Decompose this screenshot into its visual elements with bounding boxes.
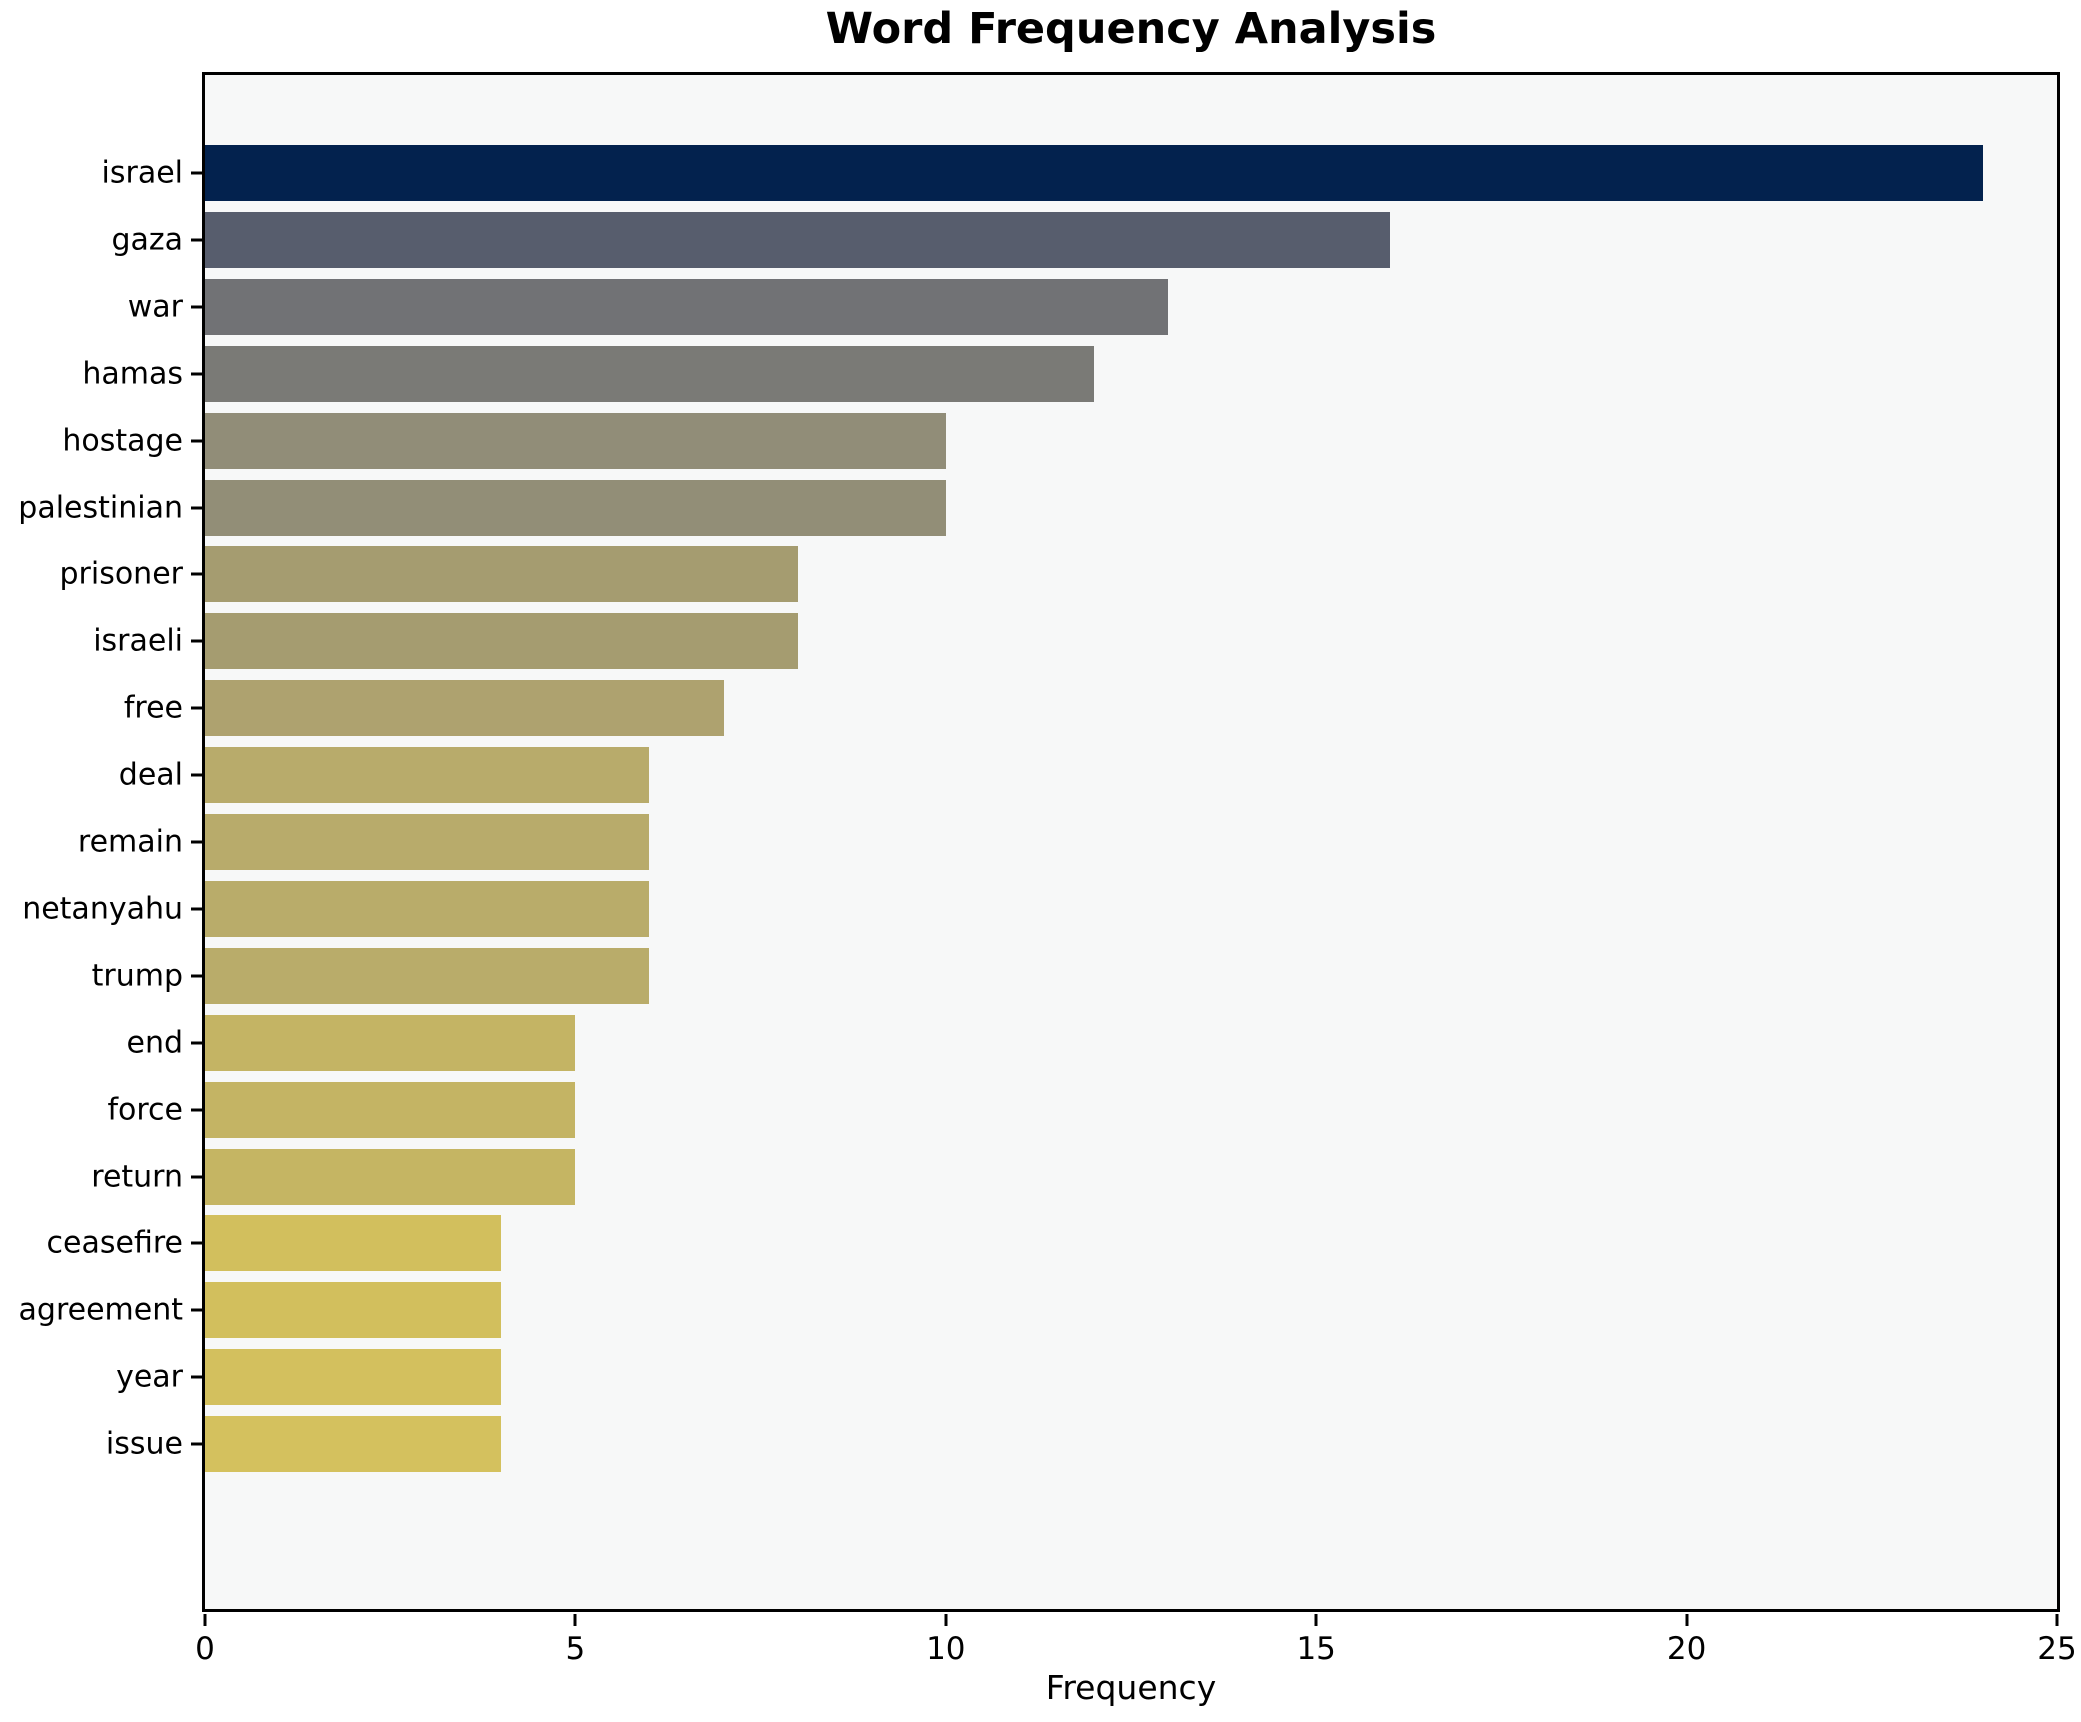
bar-row-end: end [126, 1014, 2057, 1071]
bar-trump [205, 947, 650, 1004]
bar-gaza [205, 211, 1391, 268]
bar-row-year: year [116, 1349, 2057, 1406]
x-tick-mark-0 [203, 1614, 207, 1626]
bar-deal [205, 747, 650, 804]
y-tick-mark-palestinian [191, 506, 202, 509]
bar-row-remain: remain [78, 814, 2057, 870]
y-tick-mark-force [191, 1108, 202, 1112]
y-tick-mark-ceasefire [191, 1241, 202, 1245]
chart-title: Word Frequency Analysis [825, 4, 1437, 54]
bar-end [205, 1014, 576, 1071]
x-tick-label-5: 5 [565, 1631, 586, 1667]
y-tick-label-year: year [116, 1359, 183, 1395]
y-tick-label-netanyahu: netanyahu [22, 891, 183, 927]
x-tick-label-15: 15 [1296, 1631, 1336, 1667]
bar-row-israeli: israeli [93, 613, 2057, 670]
bar-agreement [205, 1282, 502, 1339]
bar-row-war: war [128, 278, 2057, 335]
bar-return [205, 1148, 576, 1205]
y-tick-mark-return [191, 1175, 202, 1178]
y-tick-label-ceasefire: ceasefire [46, 1225, 183, 1261]
bar-row-return: return [91, 1148, 2057, 1205]
y-tick-label-israel: israel [101, 155, 183, 191]
y-tick-label-trump: trump [91, 958, 183, 994]
plot-area: israel gaza war hamas hostage palestinian pris… [18, 72, 2077, 1667]
bar-force [205, 1081, 576, 1138]
bar-row-issue: issue [106, 1416, 2057, 1473]
y-tick-label-end: end [126, 1025, 183, 1061]
x-tick-label-20: 20 [1666, 1631, 1707, 1667]
y-tick-label-israeli: israeli [93, 623, 183, 659]
bar-palestinian [205, 479, 946, 536]
x-tick-mark-25 [2055, 1614, 2059, 1626]
bar-row-hamas: hamas [82, 345, 2057, 402]
x-axis-title: Frequency [1045, 1668, 1217, 1707]
y-tick-mark-hostage [191, 439, 202, 443]
y-tick-mark-netanyahu [191, 907, 202, 911]
y-tick-label-force: force [107, 1092, 183, 1128]
x-tick-mark-15 [1314, 1614, 1318, 1626]
y-tick-label-return: return [91, 1159, 183, 1194]
bar-row-force: force [107, 1081, 2057, 1138]
bar-war [205, 278, 1169, 335]
bar-ceasefire [205, 1215, 502, 1272]
y-tick-mark-year [191, 1375, 202, 1379]
bar-row-agreement: agreement [19, 1282, 2057, 1339]
y-tick-label-hostage: hostage [62, 423, 183, 459]
y-tick-mark-trump [191, 974, 202, 978]
y-tick-mark-free [191, 706, 202, 710]
bar-netanyahu [205, 880, 650, 937]
y-tick-label-issue: issue [105, 1426, 183, 1462]
y-tick-mark-issue [191, 1442, 202, 1446]
y-tick-mark-hamas [191, 372, 202, 376]
bar-prisoner [205, 546, 798, 603]
bar-issue [205, 1416, 502, 1473]
bar-year [205, 1349, 502, 1406]
x-tick-mark-10 [944, 1614, 948, 1626]
x-tick-label-0: 0 [195, 1631, 215, 1667]
bar-hostage [205, 412, 946, 469]
x-tick-mark-20 [1685, 1614, 1689, 1626]
bar-hamas [205, 345, 1094, 402]
bar-row-deal: deal [119, 747, 2057, 804]
bar-row-netanyahu: netanyahu [22, 880, 2057, 937]
y-tick-mark-remain [191, 840, 202, 844]
y-tick-mark-prisoner [191, 572, 202, 576]
bar-row-prisoner: prisoner [59, 546, 2057, 603]
y-tick-label-remain: remain [77, 824, 183, 860]
bar-row-free: free [124, 680, 2057, 737]
bar-row-palestinian: palestinian [18, 479, 2057, 536]
bar-row-ceasefire: ceasefire [47, 1215, 2057, 1272]
bar-free [205, 680, 724, 737]
bar-row-gaza: gaza [111, 211, 2057, 268]
y-tick-label-war: war [127, 289, 183, 325]
y-tick-label-palestinian: palestinian [18, 490, 183, 525]
y-tick-mark-deal [191, 773, 202, 777]
y-tick-mark-israel [191, 171, 202, 175]
y-tick-label-free: free [123, 690, 183, 726]
y-tick-mark-end [191, 1041, 202, 1045]
bar-israel [205, 145, 1983, 201]
bar-row-israel: israel [102, 145, 2057, 201]
bar-row-trump: trump [92, 947, 2057, 1004]
x-tick-mark-5 [573, 1614, 577, 1626]
y-tick-label-prisoner: prisoner [59, 556, 183, 592]
y-tick-mark-war [191, 305, 202, 309]
y-tick-label-agreement: agreement [18, 1292, 183, 1328]
y-tick-label-gaza: gaza [111, 222, 183, 258]
y-tick-label-hamas: hamas [82, 356, 183, 392]
bar-israeli [205, 613, 798, 670]
y-tick-mark-gaza [191, 238, 202, 242]
bar-remain [205, 814, 650, 870]
bar-row-hostage: hostage [62, 412, 2057, 469]
y-tick-label-deal: deal [118, 757, 183, 793]
y-tick-mark-agreement [191, 1308, 202, 1312]
x-tick-label-10: 10 [926, 1631, 966, 1667]
y-tick-mark-israeli [191, 639, 202, 643]
x-tick-label-25: 25 [2037, 1631, 2077, 1667]
